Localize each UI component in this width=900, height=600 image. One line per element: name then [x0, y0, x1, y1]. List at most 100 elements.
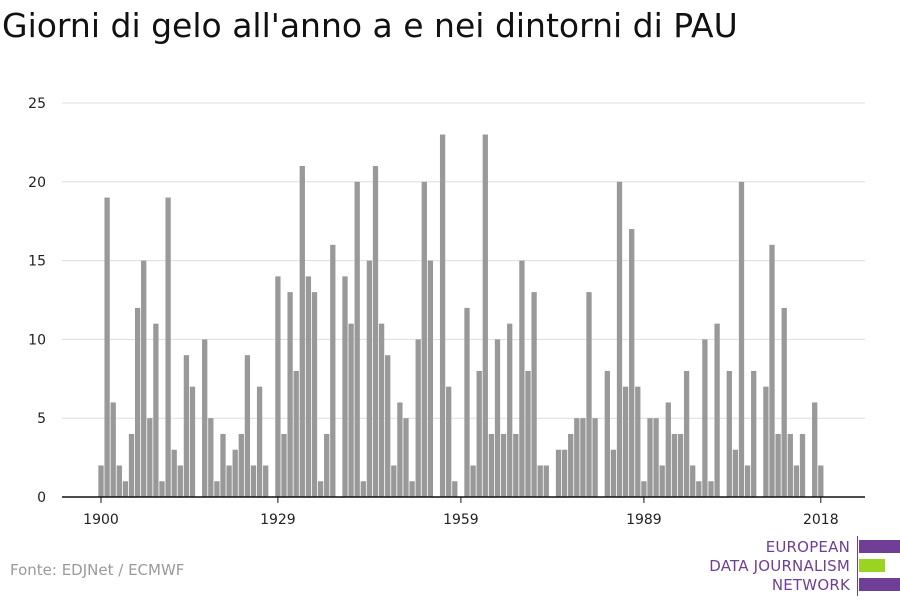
- bar: [415, 339, 421, 497]
- x-tick-label: 1929: [260, 512, 296, 528]
- chart-title: Giorni di gelo all'anno a e nei dintorni…: [2, 6, 738, 45]
- bar: [128, 433, 135, 497]
- bar: [470, 465, 476, 497]
- logo-bar-bottom: [859, 578, 900, 591]
- bar: [452, 481, 458, 497]
- bar: [354, 181, 360, 498]
- bar: [714, 323, 720, 497]
- bar: [775, 433, 781, 497]
- bar: [366, 260, 373, 497]
- y-tick-label: 15: [28, 254, 46, 270]
- bar: [159, 481, 165, 497]
- bar: [586, 292, 592, 497]
- bar: [787, 433, 793, 497]
- bar: [647, 418, 653, 497]
- bar: [183, 355, 190, 497]
- logo-line-3: NETWORK: [771, 576, 850, 594]
- bar: [220, 433, 226, 497]
- bar: [263, 465, 269, 497]
- bar: [385, 355, 391, 497]
- bar: [793, 465, 800, 497]
- bar: [244, 355, 251, 497]
- bar: [702, 339, 708, 497]
- bar: [208, 418, 214, 497]
- bar: [616, 181, 623, 498]
- bar: [275, 276, 281, 497]
- bar: [635, 386, 641, 497]
- bar: [488, 433, 495, 497]
- logo-line-2: DATA JOURNALISM: [709, 557, 850, 575]
- bar: [403, 418, 409, 497]
- bar: [446, 386, 452, 497]
- bar: [177, 465, 183, 497]
- bar: [537, 465, 543, 497]
- bar: [116, 465, 122, 497]
- bar: [226, 465, 232, 497]
- bar: [214, 481, 220, 497]
- bar: [659, 465, 665, 497]
- bar: [561, 449, 568, 497]
- edjnet-logo: EUROPEAN DATA JOURNALISM NETWORK: [700, 536, 900, 596]
- bar: [696, 481, 702, 497]
- source-note: Fonte: EDJNet / ECMWF: [10, 561, 185, 579]
- bar: [763, 386, 769, 497]
- bar: [391, 465, 397, 497]
- x-tick-label: 1959: [443, 512, 479, 528]
- bar: [293, 370, 299, 497]
- axes: 0 5 10 15 20 25 1900 1929 1959 1989 2018: [28, 96, 865, 528]
- y-tick-label: 5: [37, 411, 46, 427]
- bar: [751, 370, 757, 497]
- y-tick-label: 10: [28, 332, 46, 348]
- bar: [580, 418, 586, 497]
- y-tick-label: 20: [28, 175, 46, 191]
- bar: [348, 323, 354, 497]
- bar: [744, 465, 751, 497]
- bars: [98, 134, 824, 498]
- bar: [165, 197, 171, 497]
- bar: [324, 433, 330, 497]
- bar: [500, 433, 507, 497]
- bar: [202, 339, 208, 497]
- logo-bar-top: [859, 540, 900, 553]
- bar: [360, 481, 366, 497]
- x-tick-label: 1989: [626, 512, 662, 528]
- bar: [427, 260, 434, 497]
- bar: [677, 433, 684, 497]
- bar: [629, 229, 635, 497]
- bar: [592, 418, 598, 497]
- bar: [604, 370, 610, 497]
- logo-divider: [857, 536, 858, 596]
- bar: [525, 370, 531, 497]
- bar: [110, 402, 116, 497]
- bar: [690, 465, 696, 497]
- bar: [141, 260, 147, 497]
- bar: [531, 292, 537, 497]
- bar: [732, 449, 739, 497]
- logo-bar-middle: [859, 559, 885, 572]
- bar: [555, 449, 562, 497]
- bar: [147, 418, 153, 497]
- bar: [305, 276, 312, 497]
- y-tick-label: 25: [28, 96, 46, 112]
- bar: [738, 181, 745, 498]
- bar: [781, 307, 787, 497]
- bar: [574, 418, 580, 497]
- logo-text: EUROPEAN DATA JOURNALISM NETWORK: [709, 538, 850, 595]
- bar: [189, 386, 196, 497]
- bar: [464, 307, 470, 497]
- bar: [671, 433, 678, 497]
- bar: [238, 433, 244, 497]
- bar: [513, 433, 519, 497]
- bar: [641, 481, 647, 497]
- bar: [409, 481, 415, 497]
- bar: [812, 402, 818, 497]
- bar: [342, 276, 348, 497]
- bar: [122, 481, 129, 497]
- bar: [568, 433, 574, 497]
- bar: [98, 465, 104, 497]
- bar: [134, 307, 141, 497]
- bar: [311, 292, 318, 497]
- bar: [330, 244, 336, 497]
- bar: [104, 197, 110, 497]
- bar: [153, 323, 159, 497]
